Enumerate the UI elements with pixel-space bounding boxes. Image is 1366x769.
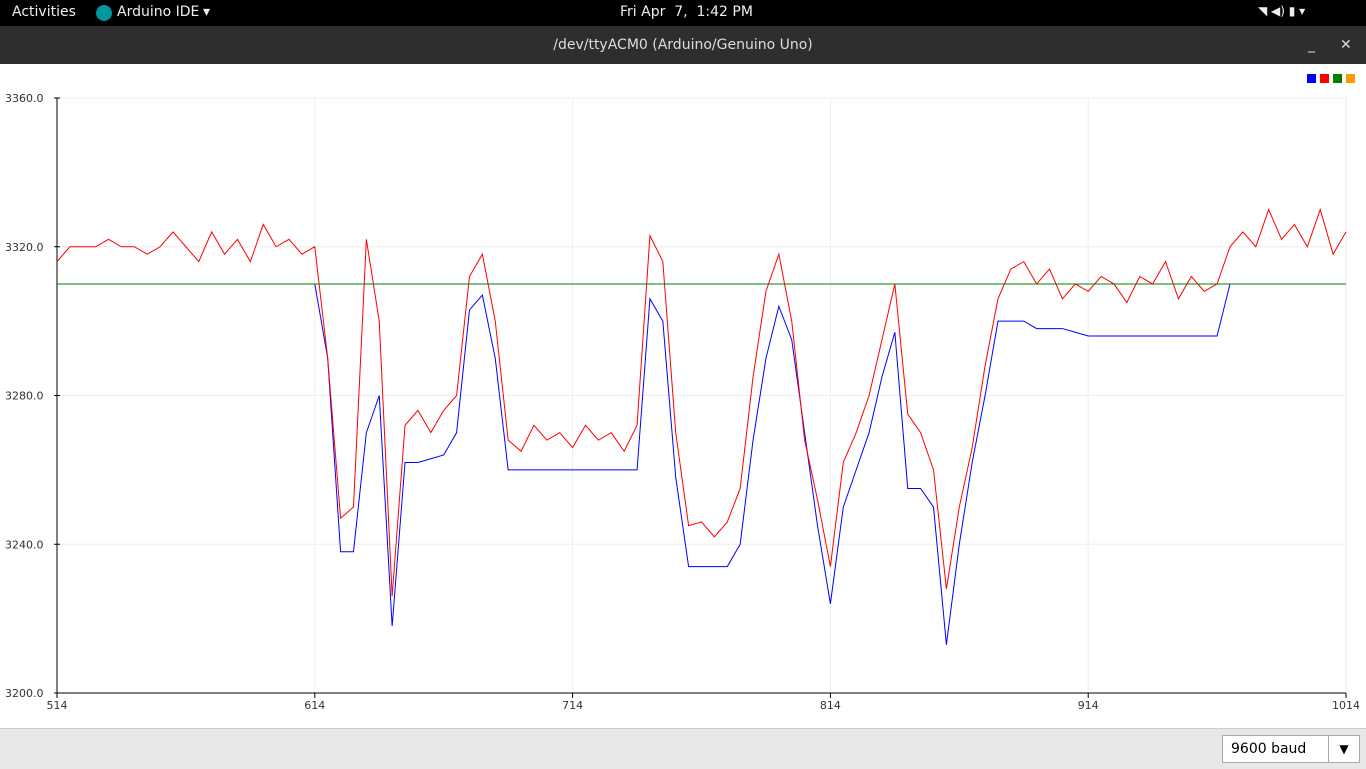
legend-swatch (1320, 74, 1329, 83)
x-tick-label: 614 (304, 699, 325, 712)
y-tick-label: 3320.0 (5, 241, 44, 254)
y-tick-label: 3280.0 (5, 390, 44, 403)
legend-swatch (1333, 74, 1342, 83)
app-icon (96, 5, 112, 21)
window-title: /dev/ttyACM0 (Arduino/Genuino Uno) _ ✕ (0, 26, 1366, 64)
legend-swatch (1346, 74, 1355, 83)
legend-swatch (1307, 74, 1316, 83)
x-tick-label: 814 (820, 699, 841, 712)
x-tick-label: 714 (562, 699, 583, 712)
baud-select[interactable]: 9600 baud ▼ (1222, 735, 1360, 763)
x-tick-label: 514 (47, 699, 68, 712)
status-icons[interactable]: ◥ ◀) ▮ ▾ (1258, 4, 1306, 18)
x-tick-label: 914 (1078, 699, 1099, 712)
baud-text: 9600 baud (1231, 741, 1307, 757)
plotter: 3200.0 3240.0 3280.0 3320.0 3360.0 514 614 714 8… (0, 64, 1366, 728)
clock[interactable]: Fri Apr 7, 1:42 PM (620, 4, 753, 20)
app-menu[interactable]: Arduino IDE (117, 4, 200, 20)
baud-arrow: ▼ (1328, 736, 1359, 762)
bottom-bar: 9600 baud ▼ (0, 728, 1366, 769)
x-tick-label: 1014 (1332, 699, 1360, 712)
y-tick-label: 3240.0 (5, 538, 44, 551)
close[interactable]: ✕ (1340, 37, 1352, 53)
series-line (56, 207, 1347, 597)
y-tick-label: 3200.0 (5, 687, 44, 700)
window-title-text: /dev/ttyACM0 (Arduino/Genuino Uno) (553, 37, 813, 53)
y-tick-label: 3360.0 (5, 92, 44, 105)
app-menu-arrow: ▾ (203, 4, 211, 20)
activities[interactable]: Activities (12, 4, 76, 20)
top-bar: Activities Arduino IDE ▾ Fri Apr 7, 1:42… (0, 0, 1366, 26)
minimize[interactable]: _ (1308, 37, 1315, 53)
